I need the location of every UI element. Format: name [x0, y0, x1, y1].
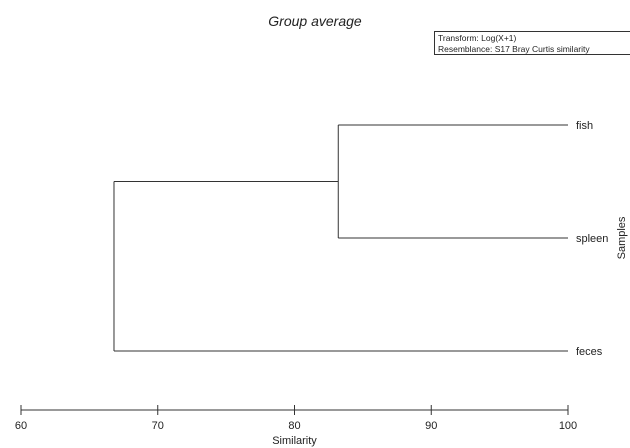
x-tick-label-70: 70 [152, 420, 164, 432]
info-box: Transform: Log(X+1) Resemblance: S17 Bra… [434, 31, 630, 55]
leaf-label-spleen: spleen [576, 233, 608, 245]
chart-title: Group average [268, 13, 362, 29]
x-tick-label-100: 100 [559, 420, 577, 432]
x-tick-label-80: 80 [288, 420, 300, 432]
x-tick-label-90: 90 [425, 420, 437, 432]
transform-label: Transform: Log(X+1) [438, 33, 517, 43]
resemblance-label: Resemblance: S17 Bray Curtis similarity [438, 44, 590, 54]
x-tick-label-60: 60 [15, 420, 27, 432]
leaf-label-feces: feces [576, 346, 603, 358]
y-axis-label: Samples [616, 216, 628, 259]
leaf-label-fish: fish [576, 120, 593, 132]
x-axis-label: Similarity [272, 435, 317, 447]
